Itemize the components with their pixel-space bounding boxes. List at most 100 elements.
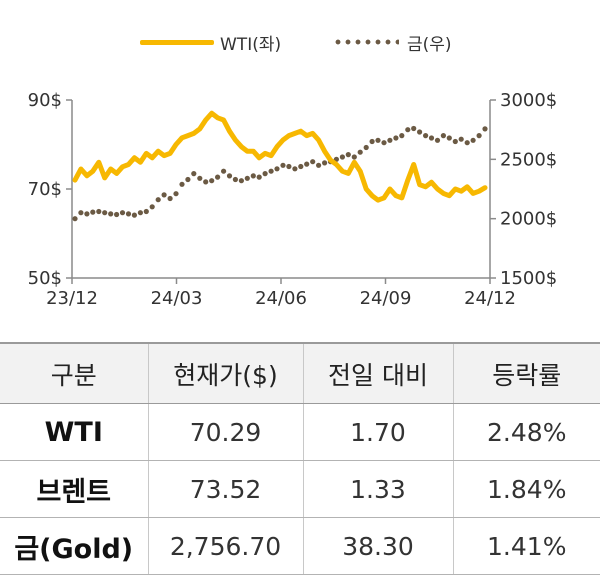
chart-axes xyxy=(66,99,496,284)
legend-line-swatch xyxy=(140,39,214,45)
left-tick-label: 90$ xyxy=(28,90,62,111)
gold-point xyxy=(316,162,322,168)
wti-series xyxy=(72,110,488,203)
row-change: 1.70 xyxy=(302,403,453,461)
gold-point xyxy=(226,173,233,179)
left-tick-label: 50$ xyxy=(28,268,62,289)
row-name: WTI xyxy=(0,403,148,461)
gold-point xyxy=(274,166,280,172)
gold-point xyxy=(428,135,435,141)
gold-point xyxy=(423,133,429,139)
gold-point xyxy=(446,135,452,141)
left-tick-label: 70$ xyxy=(28,179,62,200)
gold-point xyxy=(458,136,464,142)
row-price: 70.29 xyxy=(147,403,303,461)
x-tick-label: 24/06 xyxy=(255,288,307,309)
gold-point xyxy=(357,149,363,155)
gold-point xyxy=(238,178,244,184)
gold-point xyxy=(197,175,203,181)
gold-point xyxy=(310,159,316,165)
gold-point xyxy=(108,211,114,217)
row-name: 브렌트 xyxy=(0,460,148,518)
wti-line xyxy=(72,110,488,203)
gold-point xyxy=(440,133,446,139)
gold-point xyxy=(363,144,369,151)
gold-point xyxy=(268,168,274,174)
gold-point xyxy=(215,174,221,180)
gold-point xyxy=(375,137,381,143)
gold-point xyxy=(102,210,108,216)
gold-point xyxy=(280,162,286,168)
gold-point xyxy=(292,166,298,172)
gold-point xyxy=(244,175,250,181)
gold-point xyxy=(286,163,292,170)
right-tick-label: 2500$ xyxy=(500,149,557,170)
chart-legend: WTI(좌) 금(우) xyxy=(0,27,600,57)
gold-point xyxy=(84,211,90,217)
gold-point xyxy=(191,171,197,177)
gold-point xyxy=(470,137,476,143)
right-tick-label: 3000$ xyxy=(500,90,557,111)
x-tick-label: 23/12 xyxy=(46,288,98,309)
gold-point xyxy=(185,176,191,183)
gold-point xyxy=(125,211,132,217)
gold-point xyxy=(262,171,268,177)
gold-point xyxy=(114,211,120,218)
right-tick-label: 1500$ xyxy=(500,268,557,289)
gold-point xyxy=(452,138,458,145)
legend-label-wti: WTI(좌) xyxy=(220,34,282,55)
table-header-row: 구분 현재가($) 전일 대비 등락률 xyxy=(0,342,600,404)
header-category: 구분 xyxy=(0,342,148,404)
row-rate: 2.48% xyxy=(452,403,600,461)
table-row: 금(Gold) 2,756.70 38.30 1.41% xyxy=(0,517,600,575)
gold-point xyxy=(351,154,357,160)
header-daily-change: 전일 대비 xyxy=(302,342,453,404)
gold-point xyxy=(161,192,167,198)
gold-point xyxy=(90,209,96,215)
header-change-rate: 등락률 xyxy=(452,342,600,404)
right-tick-label: 2000$ xyxy=(500,209,557,230)
gold-point xyxy=(78,210,84,216)
gold-point xyxy=(209,178,215,184)
commodity-price-chart: 90$ 70$ 50$ 3000$ 2500$ 2000$ 1500$ 23/12 24/03 2… xyxy=(28,90,558,309)
gold-point xyxy=(232,176,238,183)
gold-point xyxy=(250,173,256,179)
gold-point xyxy=(173,191,179,197)
legend-dots-swatch xyxy=(333,39,399,45)
gold-point xyxy=(149,204,155,210)
gold-point xyxy=(256,174,262,180)
header-current-price: 현재가($) xyxy=(147,342,303,404)
table-row: WTI 70.29 1.70 2.48% xyxy=(0,403,600,461)
gold-point xyxy=(72,216,78,222)
row-price: 73.52 xyxy=(147,460,303,518)
gold-point xyxy=(179,181,185,187)
x-tick-label: 24/12 xyxy=(464,288,516,309)
row-rate: 1.84% xyxy=(452,460,600,518)
gold-point xyxy=(405,127,411,133)
gold-point xyxy=(155,197,161,203)
x-tick-label: 24/03 xyxy=(151,288,203,309)
gold-series xyxy=(72,125,488,222)
gold-point xyxy=(221,168,227,174)
gold-point xyxy=(131,212,137,218)
row-price: 2,756.70 xyxy=(147,517,303,575)
gold-point xyxy=(399,133,405,139)
gold-point xyxy=(143,208,149,215)
gold-point xyxy=(369,138,375,145)
row-change: 1.33 xyxy=(302,460,453,518)
tick-labels: 90$ 70$ 50$ 3000$ 2500$ 2000$ 1500$ 23/12 24/03 2… xyxy=(28,90,558,309)
gold-point xyxy=(137,210,143,216)
legend-item-gold: 금(우) xyxy=(333,27,452,57)
gold-point xyxy=(381,140,387,146)
gold-point xyxy=(482,126,488,132)
gold-point xyxy=(339,154,345,160)
row-rate: 1.41% xyxy=(452,517,600,575)
price-table: 구분 현재가($) 전일 대비 등락률 WTI 70.29 1.70 2.48%… xyxy=(0,342,600,575)
gold-point xyxy=(464,140,470,146)
gold-point xyxy=(411,125,417,132)
gold-point xyxy=(434,137,441,143)
gold-point xyxy=(96,208,102,215)
legend-label-gold: 금(우) xyxy=(407,34,452,55)
gold-point xyxy=(298,163,304,170)
gold-point xyxy=(322,160,328,166)
